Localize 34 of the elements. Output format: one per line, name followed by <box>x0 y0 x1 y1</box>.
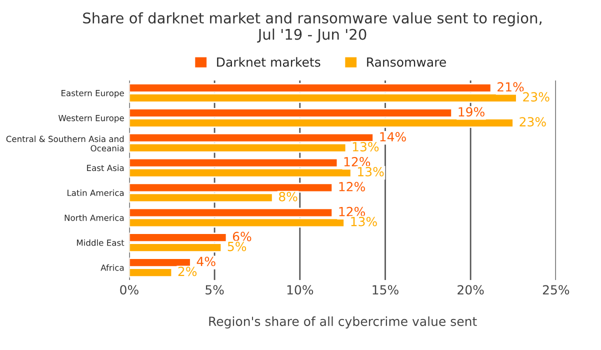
chart-title: Share of darknet market and ransomware value sent to region, Jul '19 - Jun '20 <box>83 12 542 43</box>
data-label: 21% <box>498 82 524 92</box>
data-label: 23% <box>523 92 550 102</box>
data-label: 4% <box>196 256 216 266</box>
x-tick-label: 15% <box>372 285 398 295</box>
y-tick-label: Central & Southern Asia and Oceania <box>6 136 124 152</box>
legend-label: Ransomware <box>367 58 446 67</box>
data-label: 12% <box>339 206 365 216</box>
x-tick-label: 25% <box>542 285 570 295</box>
x-tick-label: 10% <box>287 285 314 295</box>
data-label: 12% <box>344 156 370 166</box>
data-label: 6% <box>232 232 252 242</box>
data-label: 13% <box>351 216 377 226</box>
legend-label: Darknet markets <box>217 57 320 67</box>
y-tick-label: Eastern Europe <box>62 90 124 98</box>
data-label: 2% <box>178 266 197 276</box>
y-tick-label: Western Europe <box>58 114 124 123</box>
x-tick-label: 20% <box>458 285 484 295</box>
data-label: 23% <box>520 117 546 127</box>
x-axis-title: Region's share of all cybercrime value sent <box>209 316 477 328</box>
data-label: 13% <box>358 166 384 176</box>
y-tick-label: East Asia <box>87 164 124 172</box>
y-tick-label: Latin America <box>68 190 124 196</box>
data-label: 19% <box>458 107 484 117</box>
data-label: 13% <box>352 142 379 152</box>
data-label: 14% <box>380 132 406 142</box>
x-tick-label: 0% <box>120 285 138 295</box>
data-label: 12% <box>339 182 365 192</box>
data-label: 8% <box>278 192 298 202</box>
y-tick-label: Middle East <box>77 239 124 246</box>
data-label: 5% <box>228 242 246 252</box>
y-tick-label: North America <box>64 214 124 221</box>
x-tick-label: 5% <box>206 285 224 295</box>
y-tick-label: Africa <box>100 264 124 271</box>
